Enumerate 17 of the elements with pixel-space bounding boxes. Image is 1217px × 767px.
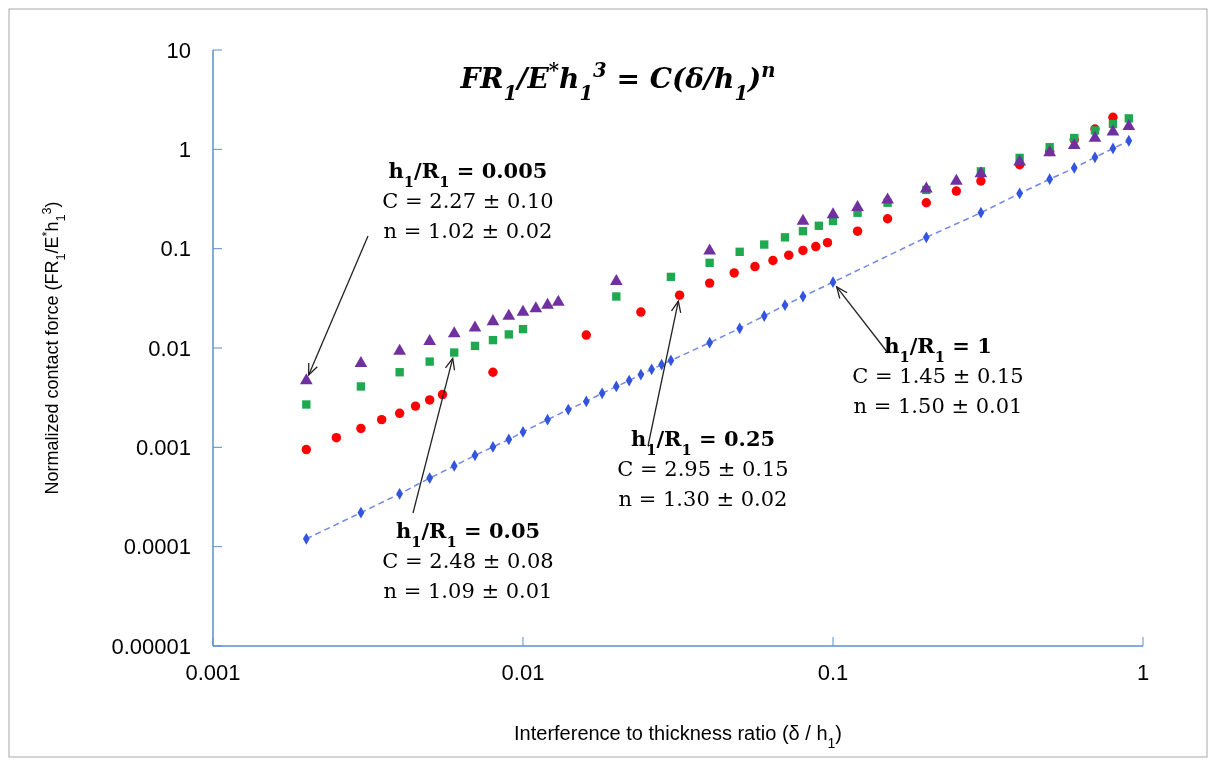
annotation: h$_{1}$/R$_{1}$ = 0.25 C = 2.95 ± 0.15 n = 1.30 ± 0.02 xyxy=(617,426,789,511)
x-tick-label: 0.001 xyxy=(185,660,241,685)
y-tick-label: 1 xyxy=(178,137,191,163)
x-axis-title: Interference to thickness ratio (δ / h$_{1}$) xyxy=(514,722,842,751)
y-tick-label: 0.01 xyxy=(148,335,191,361)
x-tick-label: 0.1 xyxy=(817,660,849,685)
y-tick-label: 0.1 xyxy=(160,236,191,262)
y-tick-label: 0.0001 xyxy=(123,534,191,560)
x-tick-label: 0.01 xyxy=(501,660,545,685)
annotation: h$_{1}$/R$_{1}$ = 1 C = 1.45 ± 0.15 n = 1.50 ± 0.01 xyxy=(852,333,1024,418)
y-tick-label: 10 xyxy=(166,37,191,63)
y-tick-label: 0.00001 xyxy=(111,633,191,659)
x-tick-label: 1 xyxy=(1136,660,1150,685)
annotation: h$_{1}$/R$_{1}$ = 0.005 C = 2.27 ± 0.10 n = 1.02 ± 0.02 xyxy=(382,158,554,243)
annotation: h$_{1}$/R$_{1}$ = 0.05 C = 2.48 ± 0.08 n = 1.09 ± 0.01 xyxy=(382,518,554,603)
chart-title: FR$_{1}$/E$^{*}$h$_{1}$$^{3}$ = C(δ/h$_{1}$)$^{n}$ xyxy=(460,58,776,105)
y-tick-label: 0.001 xyxy=(135,435,191,461)
